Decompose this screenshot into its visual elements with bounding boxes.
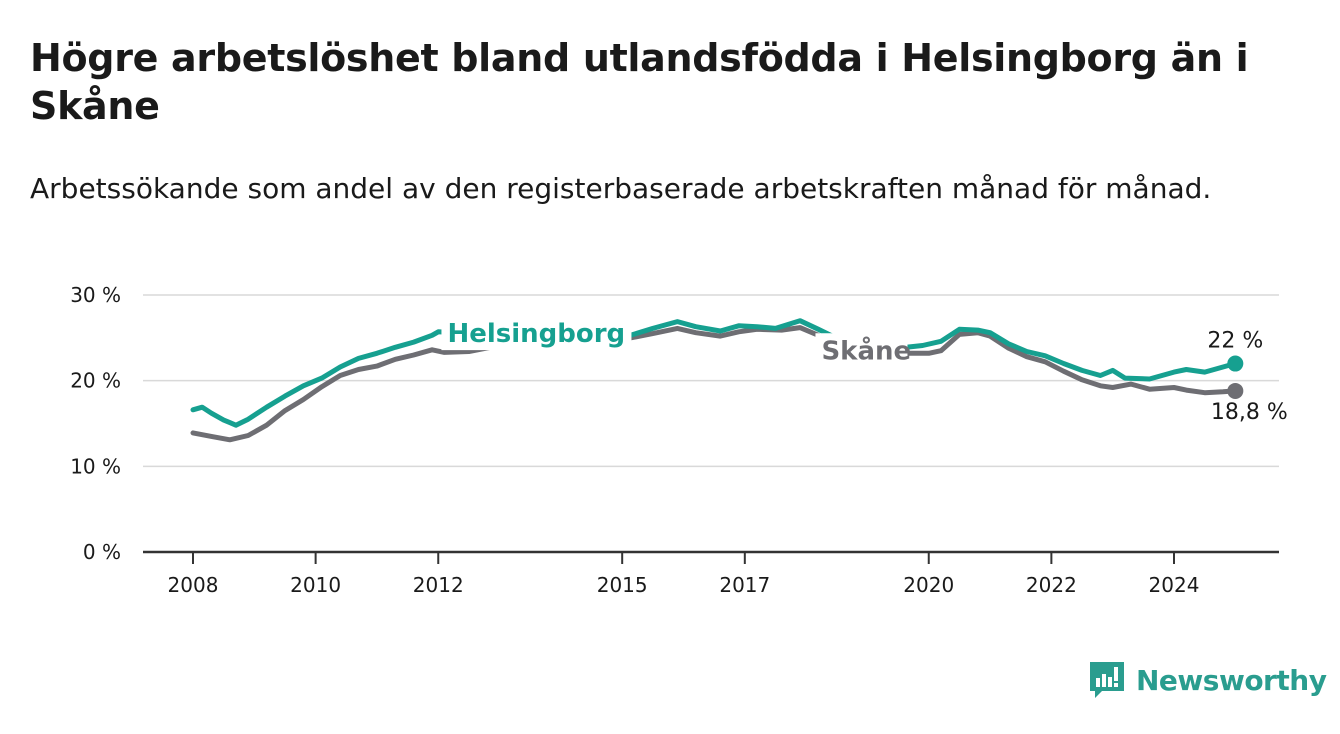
chart-title: Högre arbetslöshet bland utlandsfödda i … xyxy=(30,36,1249,128)
newsworthy-logo-icon xyxy=(1090,662,1124,698)
y-tick-label: 30 % xyxy=(70,283,121,307)
y-tick-label: 10 % xyxy=(70,454,121,478)
series-label-skåne: Skåne xyxy=(821,334,911,366)
series-labels: Skåne Helsingborg 18,8 % 22 % xyxy=(441,316,1288,425)
chart-subtitle: Arbetssökande som andel av den registerb… xyxy=(30,172,1212,205)
series-end-point xyxy=(1227,382,1244,399)
x-tick-label: 2012 xyxy=(413,573,464,597)
series-label-helsingborg: Helsingborg xyxy=(447,319,625,349)
x-tick-label: 2010 xyxy=(290,573,341,597)
x-tick-label: 2024 xyxy=(1149,573,1200,597)
x-tick-label: 2022 xyxy=(1026,573,1077,597)
x-tick-label: 2008 xyxy=(168,573,219,597)
brand-name: Newsworthy xyxy=(1136,663,1327,697)
series-end-point xyxy=(1227,355,1244,372)
y-tick-label: 20 % xyxy=(70,369,121,393)
series-line-skåne xyxy=(190,325,1238,443)
series-label-background xyxy=(441,316,632,351)
y-tick-label: 0 % xyxy=(83,540,121,564)
x-tick-label: 2017 xyxy=(719,573,770,597)
x-tick-label: 2020 xyxy=(903,573,954,597)
series-line-helsingborg xyxy=(190,318,1238,428)
newsworthy-brand: Newsworthy xyxy=(1088,660,1327,700)
y-axis-ticks: 0 % 10 % 20 % 30 % xyxy=(70,283,121,564)
end-value-label: 22 % xyxy=(1207,329,1263,354)
end-value-label: 18,8 % xyxy=(1211,400,1288,425)
x-axis-ticks: 2008 2010 2012 2015 2017 2020 2022 2024 xyxy=(168,552,1200,597)
series-label-background xyxy=(815,333,908,368)
series-lines xyxy=(190,318,1244,443)
x-tick-label: 2015 xyxy=(597,573,648,597)
